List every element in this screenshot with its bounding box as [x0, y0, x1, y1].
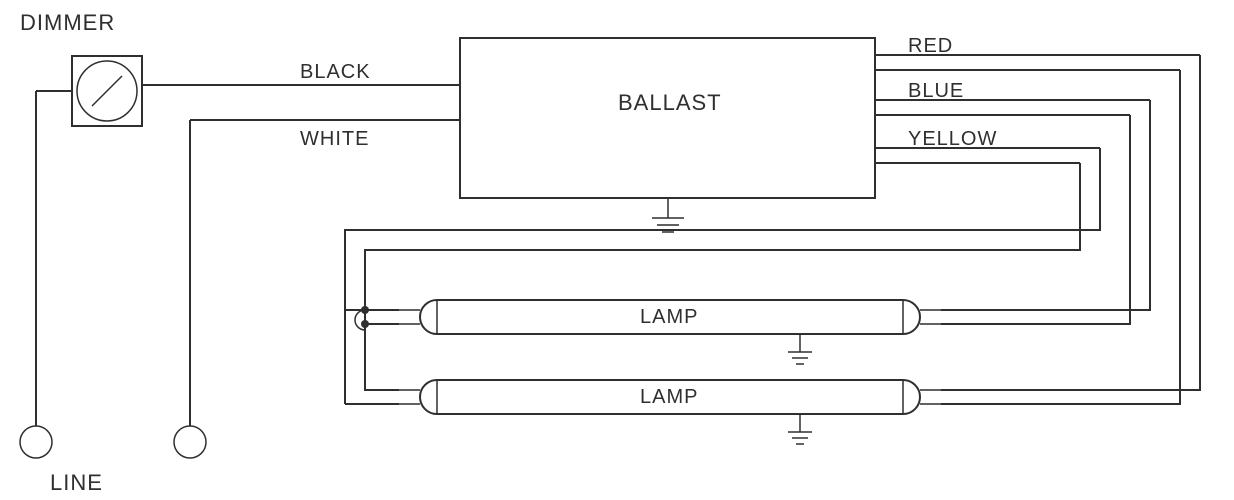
dimmer-label: DIMMER — [20, 10, 115, 35]
red-route-2 — [941, 70, 1180, 404]
yellow-label: YELLOW — [908, 128, 997, 150]
wiring-diagram: DIMMER BLACK WHITE BALLAST RED BLUE YELL… — [0, 0, 1234, 500]
ballast-label: BALLAST — [618, 90, 722, 115]
ballast-ground-icon — [652, 198, 684, 232]
line-label: LINE — [50, 470, 103, 495]
black-label: BLACK — [300, 61, 371, 83]
line-terminal-right — [174, 426, 206, 458]
lamp1-label: LAMP — [640, 306, 698, 328]
red-label: RED — [908, 35, 953, 57]
line-terminal-left — [20, 426, 52, 458]
lamp1-ground-icon — [788, 334, 812, 364]
white-label: WHITE — [300, 128, 369, 150]
dimmer-symbol — [72, 56, 142, 126]
red-route-1 — [941, 55, 1200, 390]
lamp-2: LAMP — [399, 380, 941, 414]
ballast: BALLAST — [460, 38, 875, 198]
lamp2-label: LAMP — [640, 386, 698, 408]
lamp2-ground-icon — [788, 414, 812, 444]
lamp-1: LAMP — [399, 300, 941, 334]
blue-label: BLUE — [908, 80, 964, 102]
